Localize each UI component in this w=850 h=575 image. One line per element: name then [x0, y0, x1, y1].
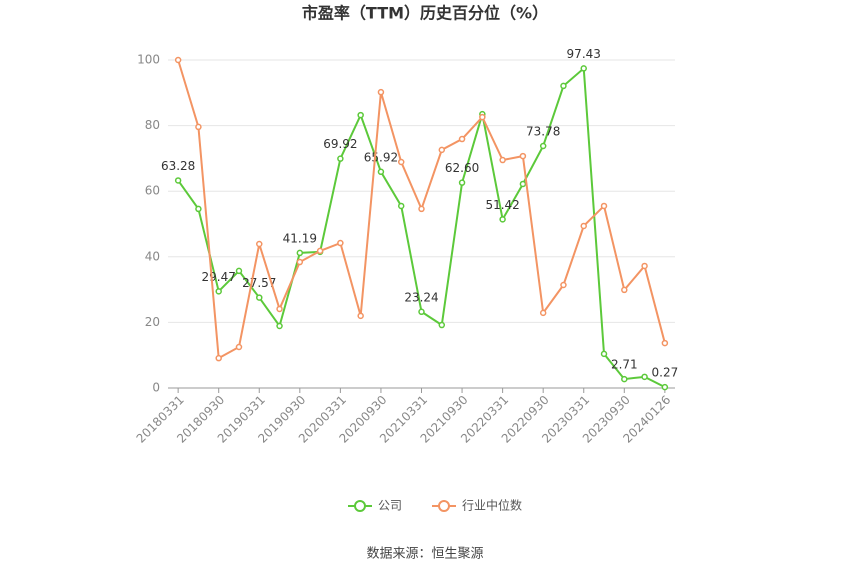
point: [519, 152, 527, 160]
point: [296, 249, 304, 257]
point: [438, 321, 446, 329]
point: [195, 205, 202, 213]
point: [418, 205, 425, 213]
point: [458, 179, 466, 186]
point: [580, 222, 587, 230]
point: [256, 240, 263, 248]
point: [641, 373, 648, 381]
point: [397, 158, 405, 166]
point: [519, 180, 527, 188]
data-label: 63.28: [161, 159, 195, 173]
point: [276, 305, 283, 313]
point: [641, 262, 648, 270]
point: [560, 82, 567, 90]
legend-marker: [354, 500, 366, 512]
data-label: 97.43: [567, 47, 601, 61]
data-label: 23.24: [404, 290, 438, 304]
point: [661, 383, 669, 391]
point: [337, 155, 344, 162]
point: [479, 113, 486, 121]
data-label: 65.92: [364, 150, 398, 164]
line-series: [177, 66, 666, 389]
point: [357, 111, 364, 119]
source-note: 数据来源：恒生聚源: [366, 547, 483, 562]
data-label: 62.60: [445, 161, 479, 175]
point: [560, 281, 567, 289]
point: [235, 343, 243, 351]
y-tick-label: 100: [137, 53, 160, 67]
data-label: 2.71: [611, 358, 638, 372]
point: [600, 202, 608, 210]
legend-label: 行业中位数: [462, 498, 522, 513]
point: [621, 286, 628, 294]
data-label: 73.78: [526, 125, 560, 139]
point: [316, 247, 324, 255]
point: [296, 258, 304, 266]
y-tick-label: 0: [152, 381, 160, 395]
data-label: 29.47: [202, 270, 236, 284]
point: [539, 142, 547, 150]
point: [174, 56, 182, 64]
point: [418, 308, 425, 316]
point: [580, 65, 587, 72]
point: [215, 288, 222, 295]
y-tick-label: 40: [145, 249, 160, 263]
data-label: 51.42: [485, 198, 519, 212]
point: [215, 354, 222, 362]
point: [438, 146, 446, 154]
point: [499, 216, 506, 223]
y-tick-label: 60: [145, 184, 160, 198]
point: [276, 322, 283, 330]
y-tick-label: 80: [145, 118, 160, 132]
point: [174, 177, 182, 184]
point: [377, 168, 385, 176]
point: [397, 202, 405, 210]
point: [195, 123, 202, 131]
point: [256, 294, 263, 301]
data-label: 69.92: [323, 137, 357, 151]
point: [539, 309, 547, 317]
point: [337, 239, 344, 247]
point: [377, 88, 385, 96]
point: [235, 267, 243, 275]
legend-marker: [438, 500, 450, 512]
point: [458, 135, 466, 143]
point: [600, 350, 608, 358]
point: [357, 312, 364, 320]
point: [621, 375, 628, 383]
data-label: 0.27: [652, 366, 679, 380]
point: [661, 339, 669, 347]
chart-title: 市盈率（TTM）历史百分位（%）: [302, 4, 548, 23]
legend-label: 公司: [378, 499, 402, 513]
point: [499, 156, 506, 164]
data-label: 41.19: [283, 231, 317, 245]
y-tick-label: 20: [145, 315, 160, 329]
